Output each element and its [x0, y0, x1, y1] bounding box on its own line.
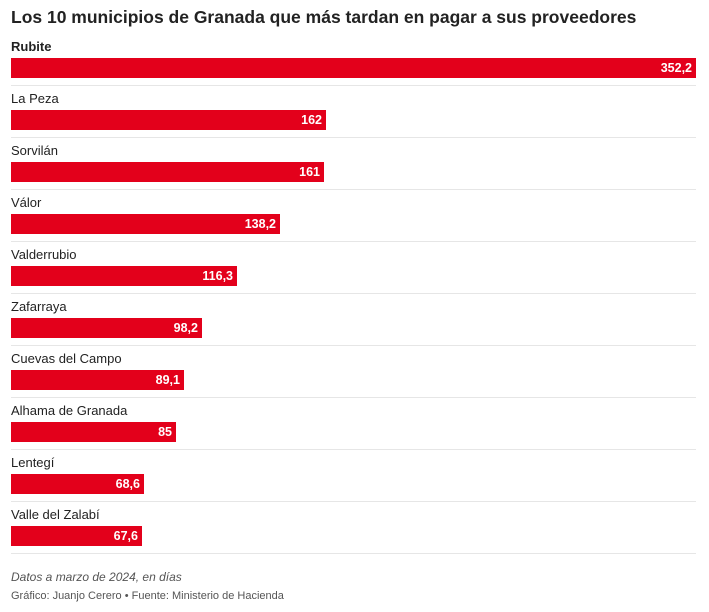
row-separator [11, 345, 696, 346]
bar-value-label: 68,6 [115, 477, 140, 491]
bar-row: Sorvilán 161 [11, 140, 696, 192]
bar: 352,2 [11, 58, 696, 78]
bar-category-label: Alhama de Granada [11, 403, 128, 418]
bar: 89,1 [11, 370, 184, 390]
bar: 138,2 [11, 214, 280, 234]
chart-note: Datos a marzo de 2024, en días [11, 570, 182, 584]
bar-category-label: Válor [11, 195, 42, 210]
bar-value-label: 116,3 [202, 269, 233, 283]
bar-row: Válor 138,2 [11, 192, 696, 244]
bar-row: Valderrubio 116,3 [11, 244, 696, 296]
bar-category-label: La Peza [11, 91, 59, 106]
bar-category-label: Rubite [11, 39, 52, 54]
row-separator [11, 501, 696, 502]
row-separator [11, 85, 696, 86]
row-separator [11, 241, 696, 242]
bar-row: La Peza 162 [11, 88, 696, 140]
bar: 161 [11, 162, 324, 182]
bar-value-label: 85 [158, 425, 172, 439]
row-separator [11, 449, 696, 450]
bar-category-label: Sorvilán [11, 143, 58, 158]
bar: 162 [11, 110, 326, 130]
bar: 85 [11, 422, 176, 442]
bar-value-label: 138,2 [244, 217, 276, 231]
bar-chart: Rubite 352,2 La Peza 162 Sorvilán 161 Válor 138… [0, 36, 709, 556]
chart-title: Los 10 municipios de Granada que más tar… [11, 7, 637, 27]
bar: 98,2 [11, 318, 202, 338]
bar-value-label: 98,2 [173, 321, 198, 335]
bar-value-label: 161 [299, 165, 320, 179]
bar-row: Zafarraya 98,2 [11, 296, 696, 348]
row-separator [11, 553, 696, 554]
bar-row: Cuevas del Campo 89,1 [11, 348, 696, 400]
bar: 116,3 [11, 266, 237, 286]
bar-value-label: 352,2 [660, 61, 692, 75]
bar: 68,6 [11, 474, 144, 494]
bar-value-label: 67,6 [113, 529, 138, 543]
bar-row: Alhama de Granada 85 [11, 400, 696, 452]
bar-row: Lentegí 68,6 [11, 452, 696, 504]
bar-row: Valle del Zalabí 67,6 [11, 504, 696, 556]
bar-value-label: 162 [301, 113, 322, 127]
bar-value-label: 89,1 [155, 373, 180, 387]
bar-category-label: Lentegí [11, 455, 55, 470]
bar-category-label: Valderrubio [11, 247, 77, 262]
bar-row: Rubite 352,2 [11, 36, 696, 88]
row-separator [11, 293, 696, 294]
bar-category-label: Zafarraya [11, 299, 67, 314]
row-separator [11, 189, 696, 190]
row-separator [11, 137, 696, 138]
bar: 67,6 [11, 526, 142, 546]
chart-source: Gráfico: Juanjo Cerero • Fuente: Ministe… [11, 590, 284, 602]
bar-category-label: Valle del Zalabí [11, 507, 100, 522]
row-separator [11, 397, 696, 398]
bar-category-label: Cuevas del Campo [11, 351, 122, 366]
